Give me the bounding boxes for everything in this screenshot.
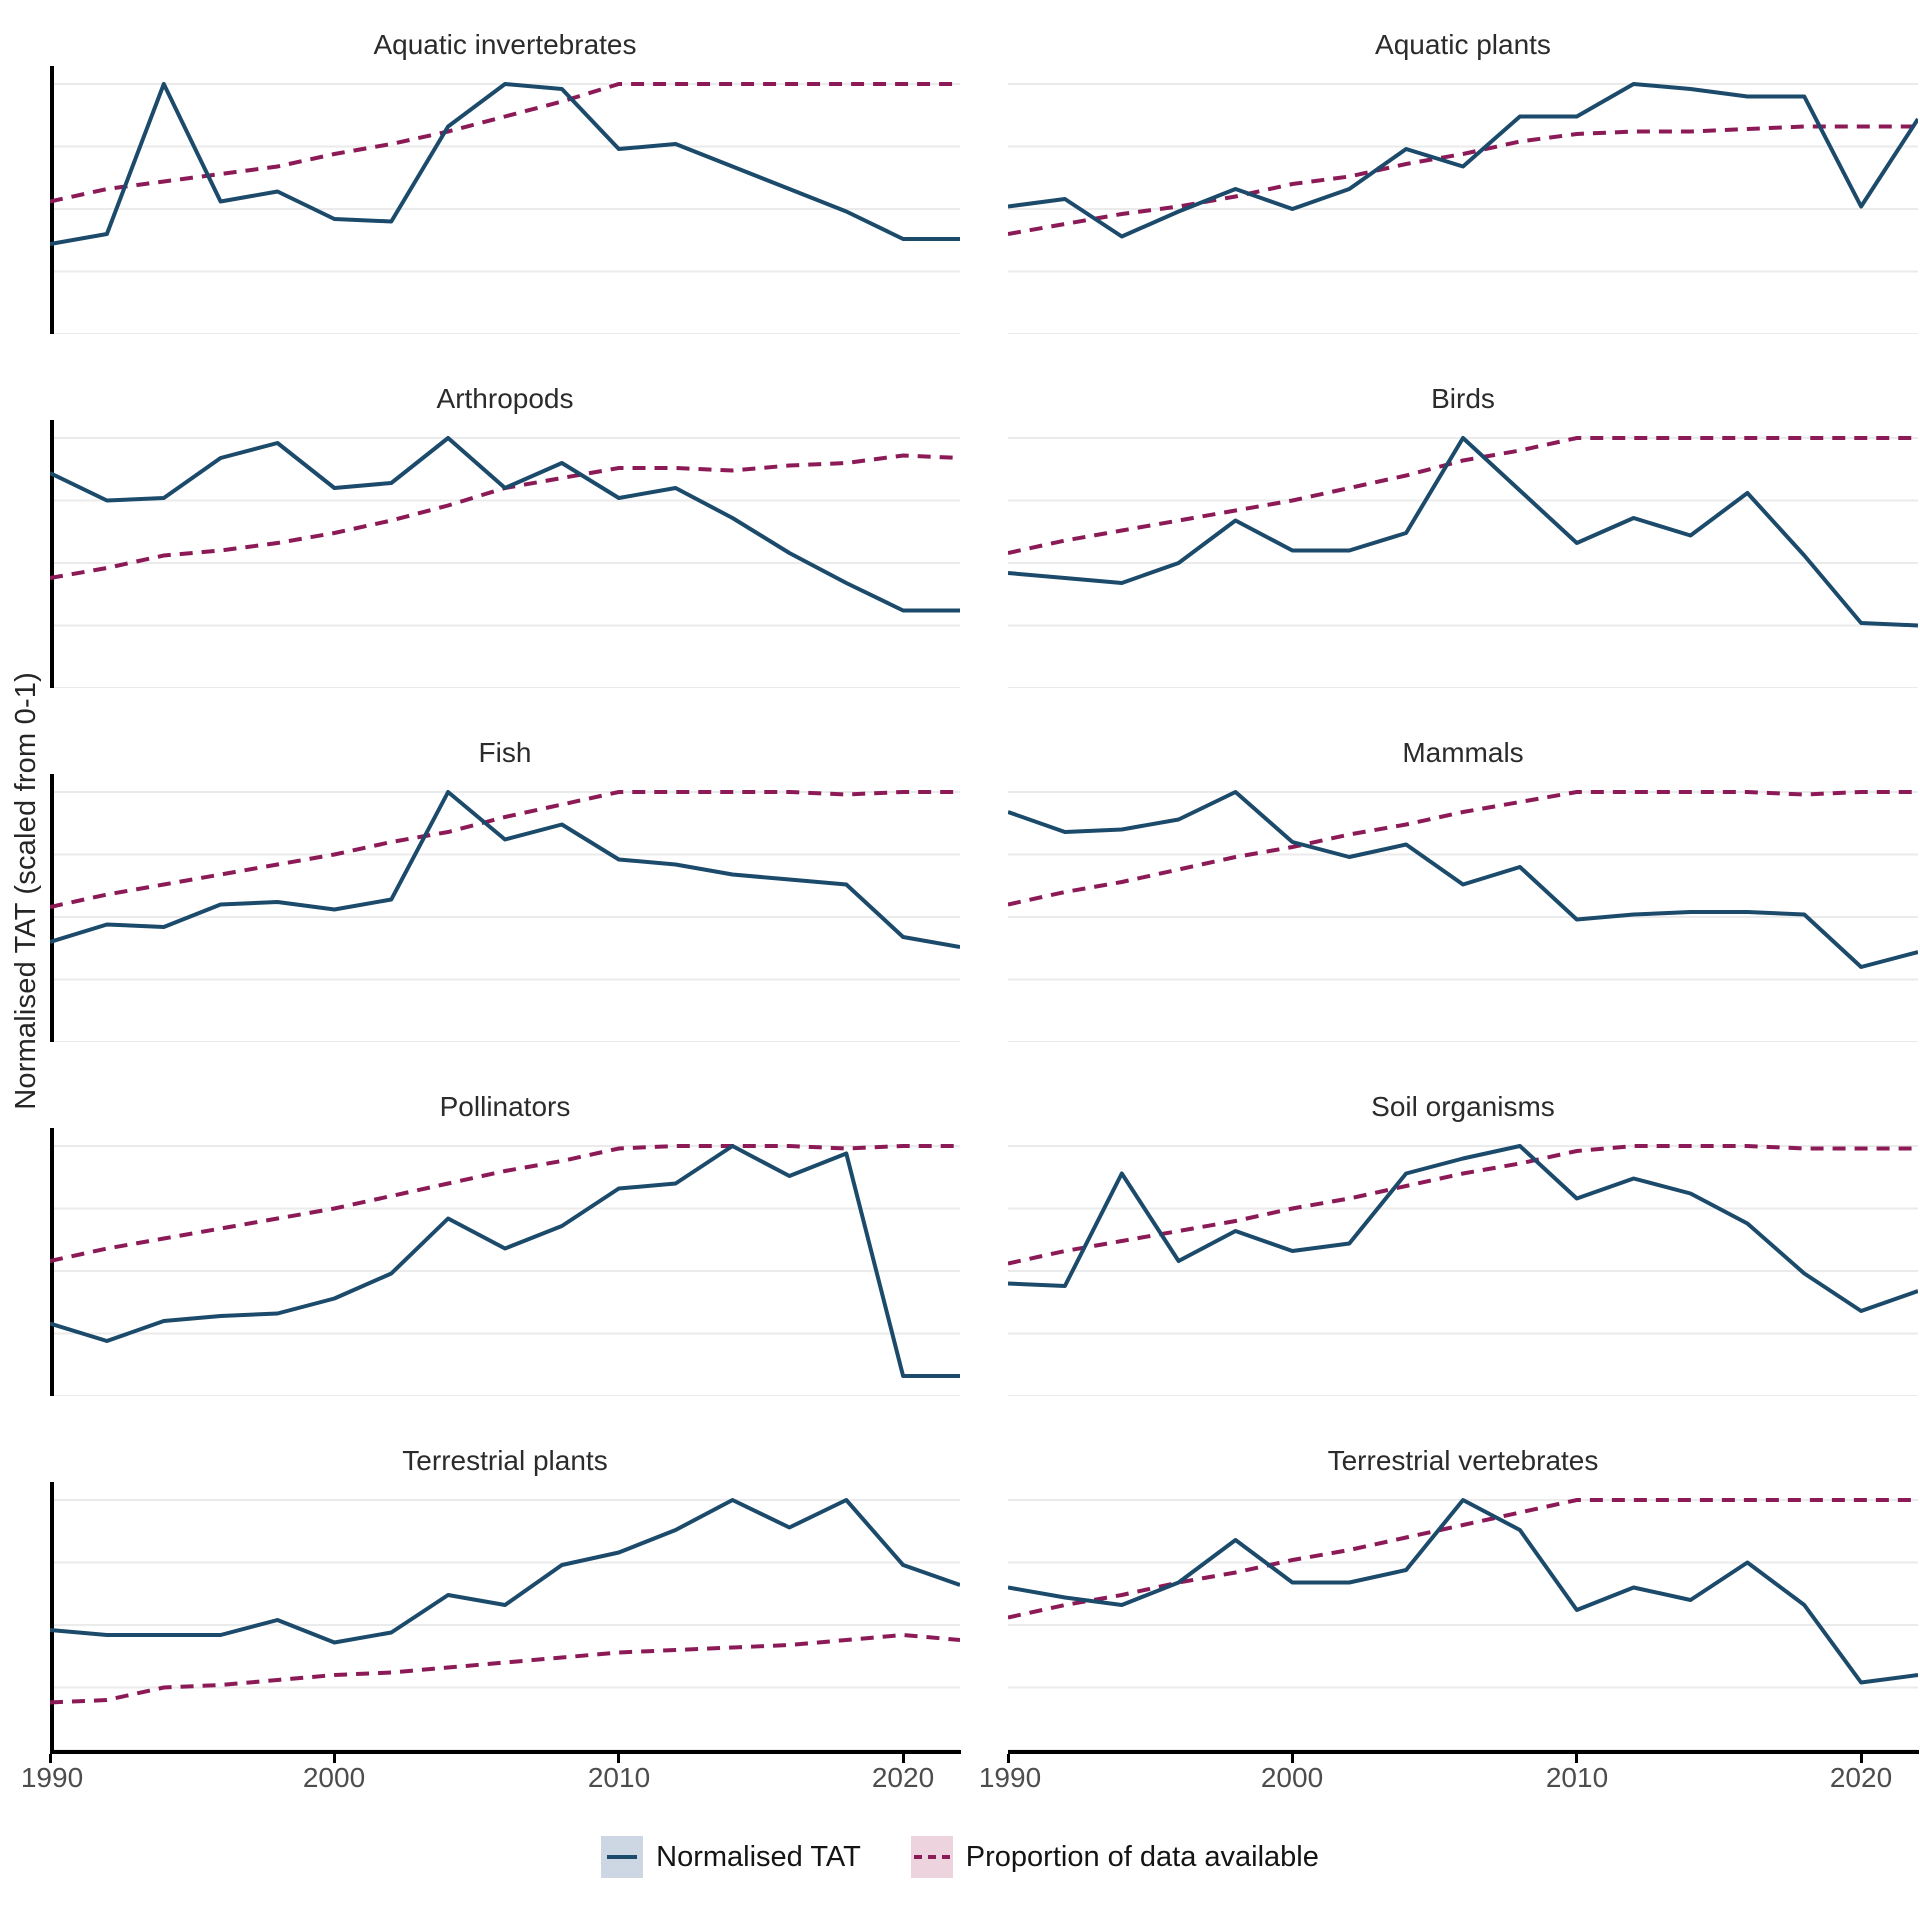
x-tick-label: 2020 xyxy=(871,1762,935,1793)
x-axis-tick xyxy=(1291,1754,1294,1763)
facet-title: Terrestrial plants xyxy=(402,1445,608,1476)
solid-line-sample-icon xyxy=(607,1855,638,1859)
x-tick-label: 2000 xyxy=(1260,1762,1324,1793)
facet-plot xyxy=(1008,1498,1918,1750)
facet-title: Pollinators xyxy=(439,1091,571,1122)
legend: Normalised TAT Proportion of data availa… xyxy=(0,1836,1920,1878)
facet-title: Aquatic plants xyxy=(1375,29,1551,60)
facet-plot xyxy=(1008,790,1918,1042)
x-tick-label: 2020 xyxy=(1829,1762,1893,1793)
facet-title: Aquatic invertebrates xyxy=(373,29,637,60)
legend-key-solid-line-icon xyxy=(601,1836,644,1878)
facet-panel-terrestrial-plants: Terrestrial plants xyxy=(50,1446,960,1750)
facet-plot xyxy=(50,420,960,688)
facet-plot xyxy=(50,1128,960,1396)
facet-title: Arthropods xyxy=(436,383,574,414)
x-axis-tick xyxy=(1860,1754,1863,1763)
facet-panel-terrestrial-vertebrates: Terrestrial vertebrates xyxy=(1008,1446,1918,1750)
x-axis-tick xyxy=(333,1754,336,1763)
x-tick-label: 2010 xyxy=(1545,1762,1609,1793)
facet-plot xyxy=(1008,1144,1918,1396)
facet-panel-mammals: Mammals xyxy=(1008,738,1918,1042)
dashed-line-sample-icon xyxy=(913,1855,950,1859)
y-axis-label: Normalised TAT (scaled from 0-1) xyxy=(10,672,42,1110)
legend-item-normalised-tat: Normalised TAT xyxy=(601,1836,861,1878)
x-axis-tick xyxy=(617,1754,620,1763)
facet-plot xyxy=(50,774,960,1042)
facet-panel-fish: Fish xyxy=(50,738,960,1042)
x-axis-tick xyxy=(1575,1754,1578,1763)
facet-panel-pollinators: Pollinators xyxy=(50,1092,960,1396)
facet-plot xyxy=(50,1482,960,1750)
facet-title: Fish xyxy=(478,737,532,768)
x-axis-tick xyxy=(1007,1754,1010,1763)
x-axis-line-right xyxy=(1008,1750,1919,1754)
x-tick-label: 2010 xyxy=(587,1762,651,1793)
facet-title: Mammals xyxy=(1402,737,1524,768)
legend-label: Proportion of data available xyxy=(965,1840,1319,1873)
facet-plot xyxy=(1008,82,1918,334)
legend-key-dashed-line-icon xyxy=(910,1836,953,1878)
x-tick-label: 1990 xyxy=(978,1762,1042,1793)
x-axis-tick xyxy=(49,1754,52,1763)
facet-title: Terrestrial vertebrates xyxy=(1327,1445,1599,1476)
facet-plot xyxy=(50,66,960,334)
x-tick-label: 1990 xyxy=(20,1762,84,1793)
x-axis-line-left xyxy=(50,1750,961,1754)
facet-title: Birds xyxy=(1431,383,1495,414)
facet-panel-arthropods: Arthropods xyxy=(50,384,960,688)
x-tick-label: 2000 xyxy=(302,1762,366,1793)
facet-panel-soil-organisms: Soil organisms xyxy=(1008,1092,1918,1396)
legend-label: Normalised TAT xyxy=(656,1840,861,1873)
facet-plot xyxy=(1008,436,1918,688)
facet-panel-birds: Birds xyxy=(1008,384,1918,688)
x-axis-tick xyxy=(902,1754,905,1763)
facet-title: Soil organisms xyxy=(1371,1091,1555,1122)
facet-panel-aquatic-plants: Aquatic plants xyxy=(1008,30,1918,334)
facet-panel-aquatic-invertebrates: Aquatic invertebrates xyxy=(50,30,960,334)
legend-item-proportion-of-data-available: Proportion of data available xyxy=(910,1836,1319,1878)
